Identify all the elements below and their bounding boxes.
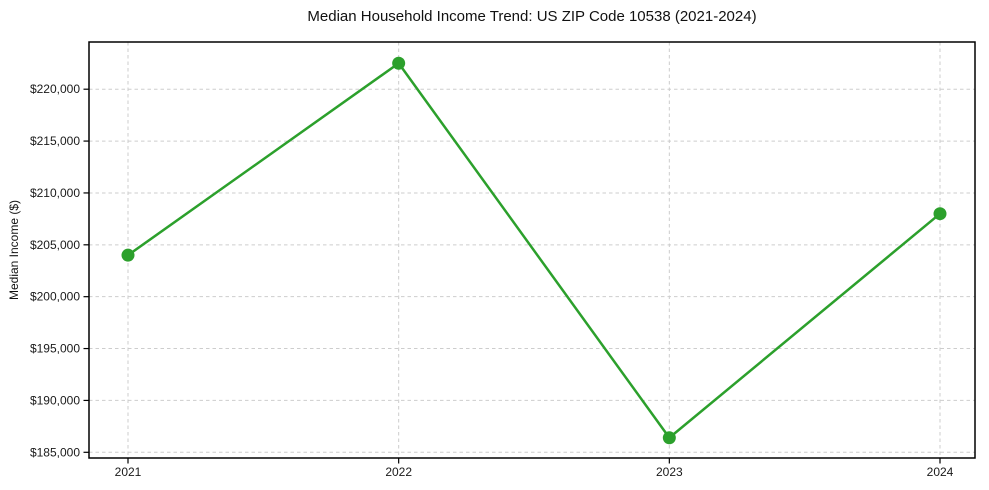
data-point xyxy=(392,56,406,70)
y-tick-label: $190,000 xyxy=(30,393,80,407)
data-point xyxy=(121,248,135,262)
data-point xyxy=(933,207,947,221)
y-tick-label: $210,000 xyxy=(30,186,80,200)
x-tick-label: 2023 xyxy=(656,465,683,479)
x-tick-label: 2021 xyxy=(115,465,142,479)
x-tick-label: 2024 xyxy=(927,465,954,479)
trend-line xyxy=(126,62,942,440)
chart-title: Median Household Income Trend: US ZIP Co… xyxy=(307,8,757,25)
y-tick-label: $200,000 xyxy=(30,290,80,304)
data-point xyxy=(662,431,676,445)
y-tick-label: $195,000 xyxy=(30,342,80,356)
y-tick-label: $220,000 xyxy=(30,82,80,96)
y-tick-label: $205,000 xyxy=(30,238,80,252)
plot-border xyxy=(88,41,976,459)
y-tick-label: $215,000 xyxy=(30,134,80,148)
x-tick-label: 2022 xyxy=(385,465,412,479)
y-tick-label: $185,000 xyxy=(30,445,80,459)
